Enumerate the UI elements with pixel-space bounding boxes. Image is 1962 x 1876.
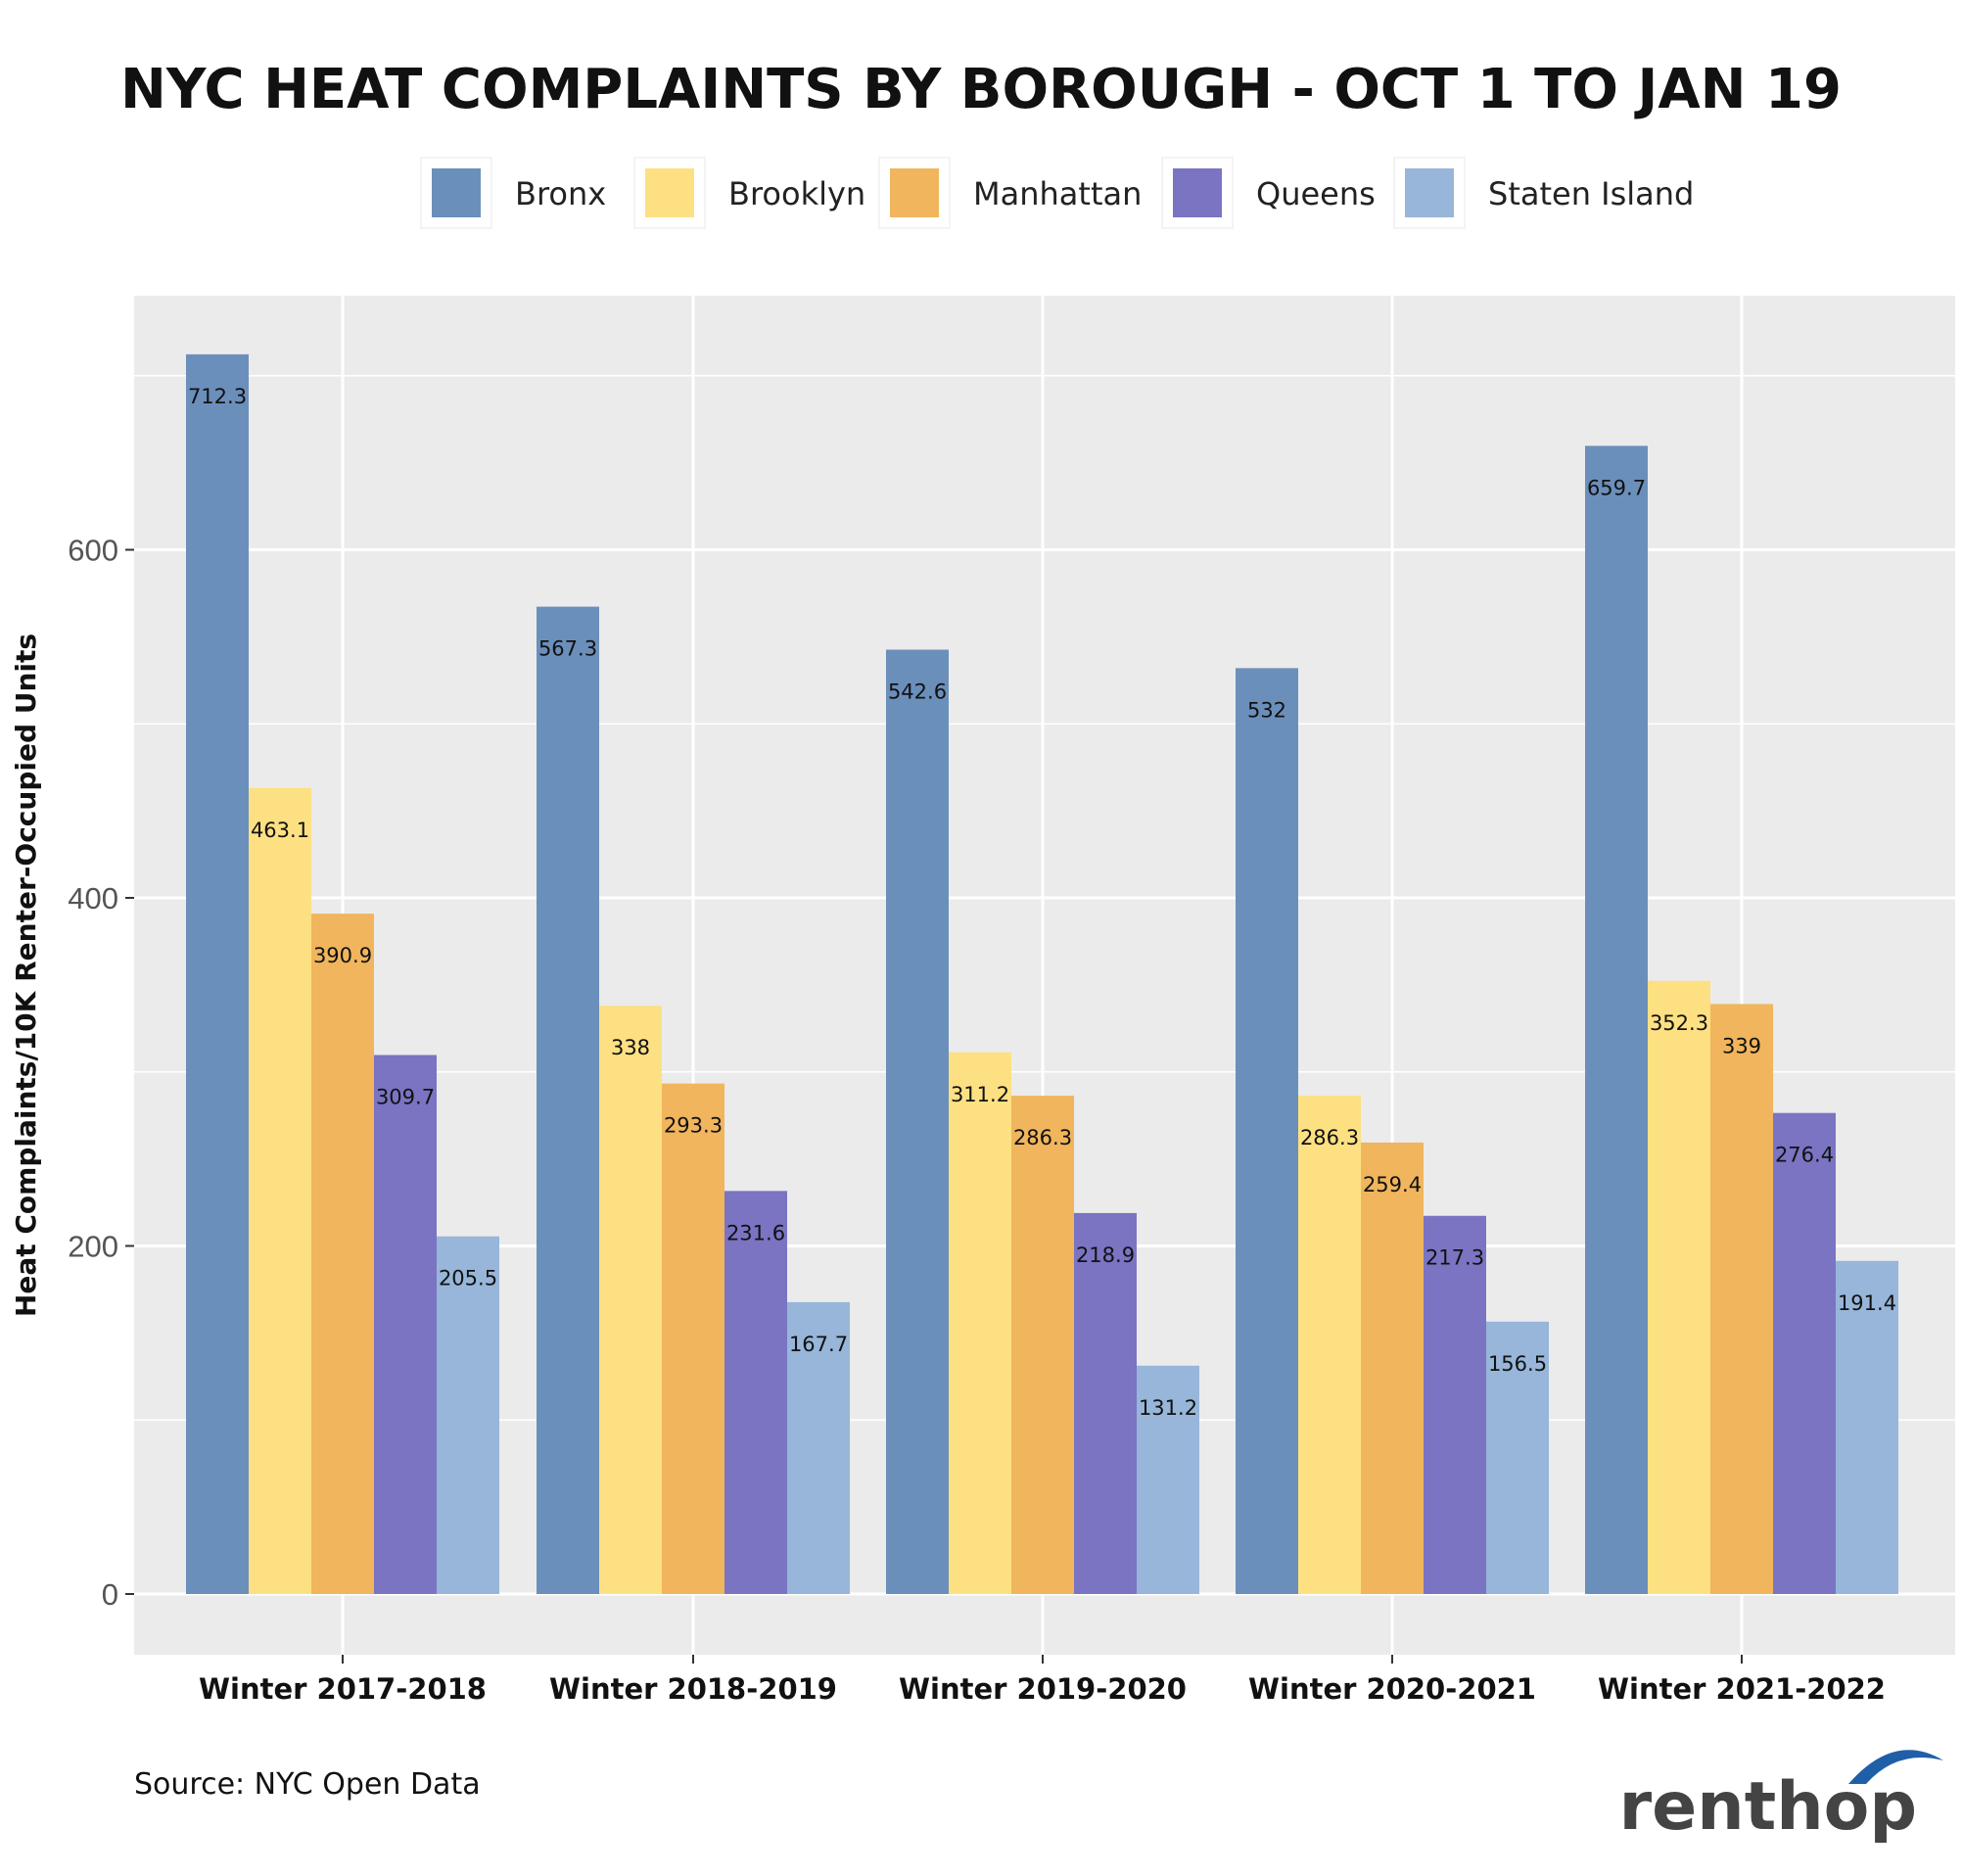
legend-swatch (645, 168, 694, 217)
legend-label: Staten Island (1488, 175, 1694, 212)
bar (787, 1301, 850, 1594)
data-label: 532 (1247, 698, 1286, 722)
legend-label: Manhattan (973, 175, 1142, 212)
bar (1585, 446, 1648, 1594)
data-label: 276.4 (1775, 1144, 1834, 1167)
bar (311, 914, 374, 1594)
x-tick-label: Winter 2017-2018 (199, 1672, 487, 1706)
bar (1773, 1112, 1836, 1594)
data-label: 352.3 (1650, 1011, 1708, 1035)
x-axis: Winter 2017-2018 Winter 2018-2019 Winter 2… (199, 1655, 1886, 1706)
data-label: 659.7 (1587, 476, 1646, 499)
x-tick-label: Winter 2018-2019 (549, 1672, 837, 1706)
source-note: Source: NYC Open Data (134, 1767, 481, 1802)
data-label: 218.9 (1076, 1243, 1135, 1267)
data-label: 463.1 (251, 819, 309, 842)
legend-swatch (432, 168, 481, 217)
y-tick-label: 200 (68, 1230, 118, 1264)
bar (599, 1006, 662, 1594)
bar (1236, 668, 1298, 1594)
legend-label: Bronx (515, 175, 606, 212)
bar (1074, 1212, 1137, 1594)
bar (374, 1055, 437, 1594)
data-label: 390.9 (313, 944, 372, 967)
y-tick-label: 600 (68, 534, 118, 568)
logo-text: renthop (1619, 1768, 1917, 1846)
data-label: 309.7 (376, 1086, 435, 1109)
legend-item: Bronx (420, 157, 606, 229)
data-label: 217.3 (1425, 1246, 1484, 1270)
bar (949, 1052, 1011, 1594)
bar (1298, 1096, 1361, 1594)
chart-title: NYC HEAT COMPLAINTS BY BOROUGH - OCT 1 T… (120, 58, 1842, 121)
data-label: 156.5 (1488, 1352, 1547, 1376)
bar (1710, 1004, 1773, 1594)
data-label: 286.3 (1013, 1126, 1072, 1149)
bar (249, 787, 311, 1594)
bar (186, 353, 249, 1595)
legend-item: Staten Island (1393, 157, 1694, 229)
y-axis-label: Heat Complaints/10K Renter-Occupied Unit… (10, 633, 42, 1317)
data-label: 205.5 (439, 1267, 497, 1290)
bar (1424, 1215, 1486, 1594)
legend-item: Queens (1161, 157, 1376, 229)
y-tick-label: 400 (68, 881, 118, 915)
data-label: 259.4 (1363, 1173, 1422, 1196)
legend-label: Queens (1256, 175, 1376, 212)
data-label: 293.3 (664, 1114, 723, 1138)
bar (1836, 1260, 1898, 1594)
legend-item: Brooklyn (633, 157, 865, 229)
y-tick-label: 0 (102, 1577, 118, 1612)
bar (1486, 1321, 1549, 1594)
data-label: 567.3 (538, 637, 597, 661)
data-label: 286.3 (1300, 1126, 1359, 1149)
renthop-logo: renthop (1619, 1750, 1943, 1846)
bar (537, 606, 599, 1594)
data-label: 191.4 (1838, 1291, 1896, 1315)
data-labels: 712.3567.3542.6532659.7463.1338311.2286.… (188, 385, 1896, 1420)
x-tick-label: Winter 2019-2020 (899, 1672, 1187, 1706)
bar (662, 1083, 724, 1594)
legend-label: Brooklyn (728, 175, 865, 212)
logo-swoosh-icon (1848, 1750, 1943, 1784)
y-axis: 0 200 400 600 (68, 534, 134, 1612)
data-label: 131.2 (1139, 1396, 1197, 1420)
bar (1011, 1096, 1074, 1594)
legend-swatch (1173, 168, 1222, 217)
x-tick-label: Winter 2021-2022 (1598, 1672, 1886, 1706)
bar (724, 1191, 787, 1594)
bar (886, 649, 949, 1594)
data-label: 311.2 (951, 1083, 1009, 1106)
legend-swatch (890, 168, 939, 217)
data-label: 712.3 (188, 385, 247, 408)
bar (1361, 1142, 1424, 1594)
legend-swatch (1405, 168, 1454, 217)
bar (1137, 1365, 1199, 1594)
data-label: 167.7 (789, 1333, 848, 1356)
bar (1648, 980, 1710, 1594)
data-label: 542.6 (888, 680, 947, 704)
legend-item: Manhattan (878, 157, 1142, 229)
x-tick-label: Winter 2020-2021 (1248, 1672, 1536, 1706)
data-label: 338 (611, 1036, 650, 1059)
legend: Bronx Brooklyn Manhattan Queens Staten Islan… (420, 157, 1694, 229)
data-label: 339 (1722, 1034, 1761, 1057)
data-label: 231.6 (726, 1221, 785, 1244)
bar (437, 1236, 499, 1594)
bars (186, 353, 1898, 1595)
